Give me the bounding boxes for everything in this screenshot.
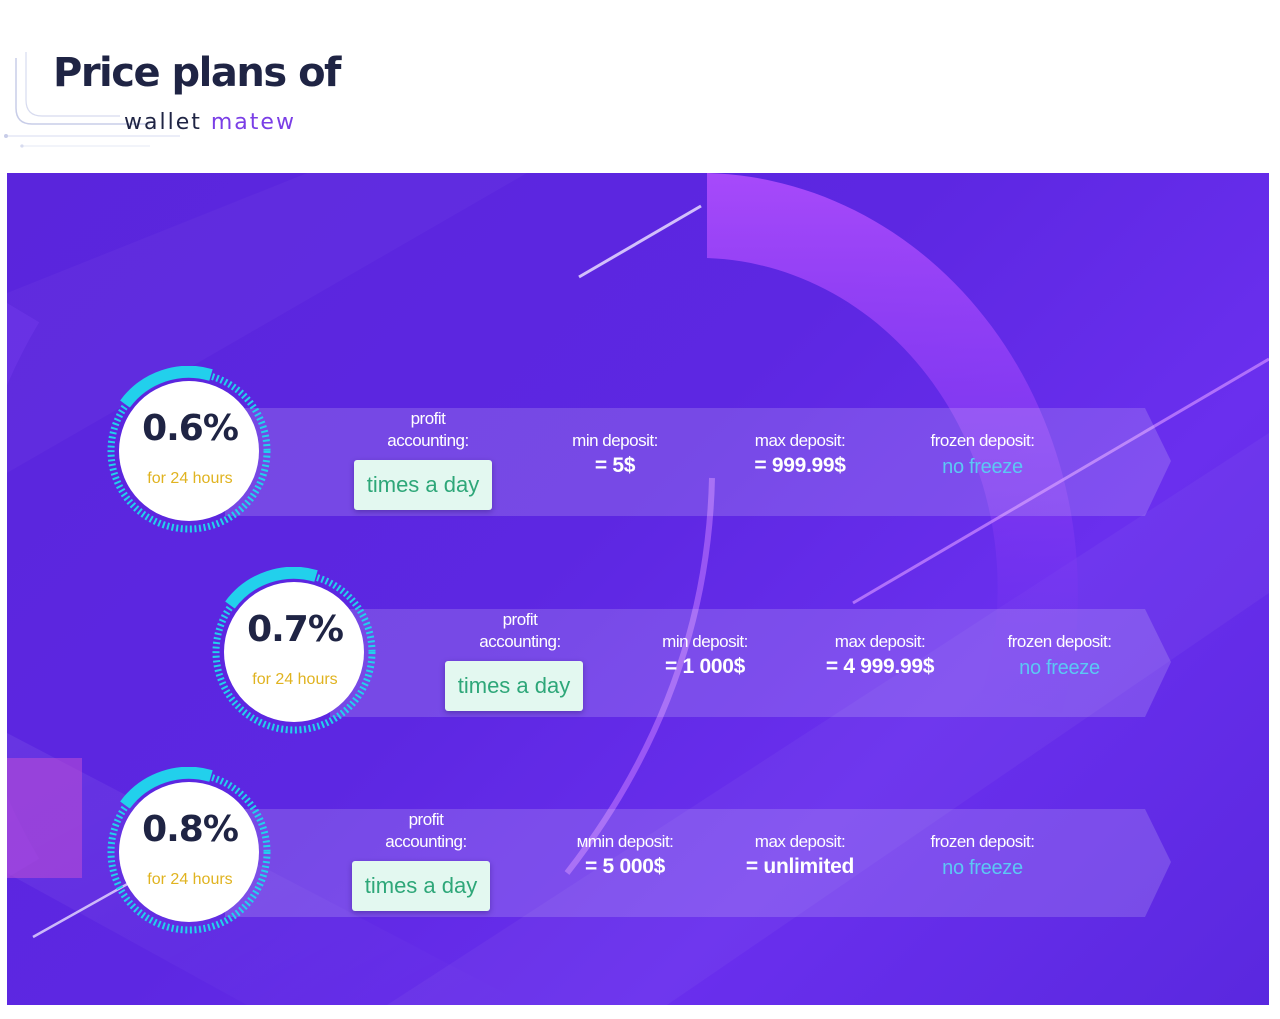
profit-accounting-value: times a day [354,460,492,510]
profit-label-line-1: profit [410,409,446,428]
profit-label-line-1: profit [408,810,444,829]
max-deposit-value: = 999.99$ [754,454,846,477]
max-deposit-label: max deposit: [754,832,846,851]
profit-label-line-2: accounting: [385,832,467,851]
profit-accounting-value: times a day [445,661,583,711]
max-deposit-label: max deposit: [834,632,926,651]
rate-badge-disc [119,381,259,521]
rate-period: for 24 hours [147,871,233,888]
profit-accounting-label: profit accounting: [455,609,585,653]
rate-ring [107,366,271,533]
plan-card-1: 0.6% for 24 hours profit accounting: tim… [105,366,1185,536]
banner-background-art [7,173,1269,1005]
max-deposit-value: = unlimited [745,855,855,878]
rate-badge: 0.6% for 24 hours [105,366,275,536]
min-deposit-label: min deposit: [662,632,748,651]
rate-period: for 24 hours [147,470,233,487]
frozen-deposit-label: frozen deposit: [930,832,1035,851]
max-deposit-label: max deposit: [754,431,846,450]
profit-accounting-label: profit accounting: [363,408,493,452]
profit-accounting-value: times a day [352,861,490,911]
rate-badge: 0.7% for 24 hours [210,567,380,737]
plan-card-2: 0.7% for 24 hours profit accounting: tim… [210,567,1269,737]
profit-label-line-2: accounting: [387,431,469,450]
min-deposit-value: = 5$ [594,454,636,477]
min-deposit-label: min deposit: [572,431,658,450]
min-deposit-value: = 1 000$ [665,655,745,678]
rate-period: for 24 hours [252,671,338,688]
frozen-deposit-value: no freeze [942,857,1023,879]
profit-label-line-1: profit [502,610,538,629]
min-deposit-label: мmin deposit: [576,832,674,851]
rate-value: 0.8% [142,809,239,850]
rate-value: 0.7% [247,609,344,650]
rate-badge-disc [119,782,259,922]
profit-label-line-2: accounting: [479,632,561,651]
rate-badge-disc [224,582,364,722]
frozen-deposit-label: frozen deposit: [930,431,1035,450]
subtitle-prefix: wallet [124,110,202,135]
frozen-deposit-value: no freeze [942,456,1023,478]
rate-badge: 0.8% for 24 hours [105,767,275,937]
plan-card-3: 0.8% for 24 hours profit accounting: tim… [105,767,1185,937]
frozen-deposit-value: no freeze [1019,657,1100,679]
min-deposit-value: = 5 000$ [585,855,665,878]
brand-name: matew [210,110,296,135]
rate-value: 0.6% [142,408,239,449]
rate-ring [107,767,271,934]
page-title: Price plans of [53,50,341,96]
header-decoration [4,52,180,148]
frozen-deposit-label: frozen deposit: [1007,632,1112,651]
page-subtitle: wallet matew [124,110,296,135]
max-deposit-value: = 4 999.99$ [825,655,935,678]
price-plans-banner: 0.6% for 24 hours profit accounting: tim… [7,173,1269,1005]
page-header: Price plans of wallet matew [0,0,1280,160]
profit-accounting-label: profit accounting: [361,809,491,853]
rate-ring [212,567,376,734]
